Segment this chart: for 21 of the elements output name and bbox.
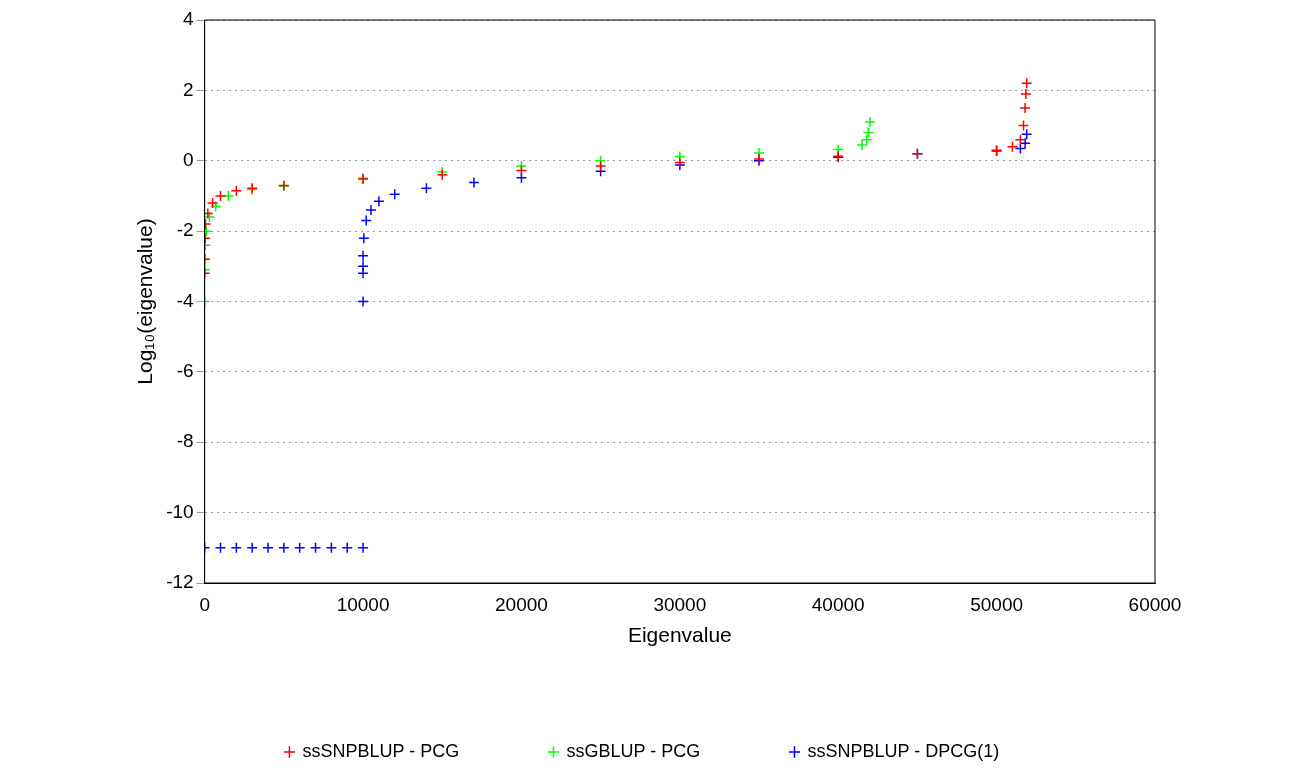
y-tick-label: -4 [176, 289, 195, 311]
y-tick-label: -12 [166, 571, 194, 593]
x-tick-label: 40000 [811, 593, 865, 615]
y-tick-label: -6 [176, 360, 194, 382]
y-tick-label: -10 [166, 500, 194, 522]
x-tick-label: 30000 [653, 593, 707, 615]
y-tick-label: 4 [183, 8, 195, 30]
legend-label: ssSNPBLUP - DPCG(1) [807, 740, 1000, 761]
x-tick-label: 50000 [970, 593, 1024, 615]
y-tick-label: -8 [176, 430, 194, 452]
legend-label: ssSNPBLUP - PCG [302, 740, 460, 761]
x-axis-title: Eigenvalue [627, 623, 732, 647]
y-tick-label: 2 [183, 78, 194, 100]
x-tick-label: 60000 [1128, 593, 1182, 615]
legend-label: ssGBLUP - PCG [566, 740, 701, 761]
y-axis-title: Log₁₀(eigenvalue) [133, 218, 157, 385]
y-tick-label: 0 [183, 148, 194, 170]
x-tick-label: 0 [199, 593, 210, 615]
y-tick-label: -2 [176, 219, 194, 241]
x-tick-label: 20000 [495, 593, 548, 615]
x-tick-label: 10000 [336, 593, 390, 615]
